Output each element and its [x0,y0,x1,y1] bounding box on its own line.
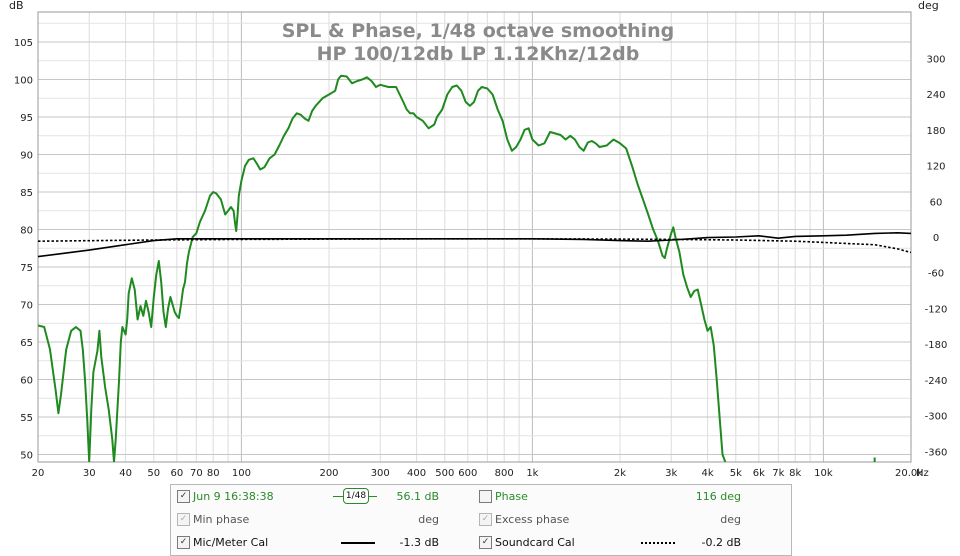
x-tick-label: 70 [190,468,203,479]
mic-cal-value: -1.3 dB [399,536,440,549]
mic-cal-checkbox[interactable]: ✓ [177,536,190,549]
left-tick-label: 75 [20,263,33,274]
left-tick-label: 85 [20,188,33,199]
x-tick-label: 800 [495,468,514,479]
series-line-spl [38,74,727,462]
left-tick-label: 60 [20,376,33,387]
series-line-soundcard-cal [38,238,911,254]
left-tick-label: 55 [20,413,33,424]
soundcard-cal-line-swatch [641,542,675,544]
legend-row-min-phase: ✓ Min phase deg ✓ Excess phase deg [171,508,791,531]
excess-phase-checkbox[interactable]: ✓ [479,513,492,526]
x-tick-label: 20.0k [895,468,923,479]
x-axis: 20 30 40 50 60 70 80 100 200 300 400 500 600 800 1k 2k 3… [32,468,924,479]
min-phase-unit: deg [418,513,439,526]
measurement-value: 56.1 dB [396,490,439,503]
min-phase-checkbox[interactable]: ✓ [177,513,190,526]
phase-value: 116 deg [695,490,741,503]
x-tick-label: 600 [458,468,477,479]
soundcard-cal-value: -0.2 dB [701,536,742,549]
right-tick-label: -60 [928,269,944,280]
left-axis: 105 100 95 90 85 80 75 70 65 60 55 50 [14,38,33,462]
left-tick-label: 80 [20,226,33,237]
right-axis: 300 240 180 120 60 0 -60 -120 -180 -240 -300 -360 [925,54,948,458]
x-tick-label: 100 [232,468,251,479]
x-tick-label: 20 [32,468,45,479]
right-tick-label: 120 [926,162,945,173]
x-tick-label: 2k [614,468,626,479]
right-tick-label: 0 [933,233,939,244]
mic-cal-label: Mic/Meter Cal [193,536,269,549]
x-tick-label: 3k [665,468,677,479]
x-tick-label: 40 [119,468,132,479]
x-tick-label: 7k [772,468,784,479]
x-tick-label: 1k [526,468,538,479]
soundcard-cal-checkbox[interactable]: ✓ [479,536,492,549]
mic-cal-line-swatch [341,542,375,544]
excess-phase-unit: deg [720,513,741,526]
series-layer [38,74,911,462]
x-tick-label: 400 [407,468,426,479]
right-tick-label: -120 [925,304,948,315]
right-tick-label: 180 [926,126,945,137]
x-tick-label: 6k [753,468,765,479]
phase-label: Phase [495,490,528,503]
legend-row-calibration: ✓ Mic/Meter Cal -1.3 dB ✓ Soundcard Cal … [171,531,791,554]
x-tick-label: 5k [730,468,742,479]
right-tick-label: 300 [926,54,945,65]
soundcard-cal-label: Soundcard Cal [495,536,575,549]
left-unit-label: dB [9,0,24,12]
right-tick-label: -360 [925,447,948,458]
left-tick-label: 100 [14,76,33,87]
measurement-checkbox[interactable]: ✓ [177,490,190,503]
x-tick-label: 500 [435,468,454,479]
x-tick-label: 10k [814,468,833,479]
legend-row-measurement: ✓ Jun 9 16:38:38 1/48 56.1 dB Phase 116 … [171,485,791,508]
left-tick-label: 95 [20,113,33,124]
x-tick-label: 30 [83,468,96,479]
series-line-phase [38,232,911,258]
x-tick-label: 4k [702,468,714,479]
excess-phase-label: Excess phase [495,513,570,526]
x-tick-label: 8k [789,468,801,479]
right-tick-label: -300 [925,412,948,423]
x-tick-label: 200 [319,468,338,479]
right-tick-label: -180 [925,340,948,351]
measurement-label: Jun 9 16:38:38 [193,490,274,503]
left-tick-label: 70 [20,301,33,312]
grid [37,12,912,462]
min-phase-label: Min phase [193,513,250,526]
right-unit-label: deg [918,0,939,12]
chart-title: SPL & Phase, 1/48 octave smoothing [282,20,675,42]
x-unit-label: Hz [916,468,929,479]
chart-subtitle: HP 100/12db LP 1.12Khz/12db [317,43,640,65]
x-tick-label: 300 [371,468,390,479]
x-tick-label: 60 [170,468,183,479]
smoothing-badge[interactable]: 1/48 [343,488,369,504]
left-tick-label: 65 [20,338,33,349]
plot-frame [37,11,912,463]
legend-panel: ✓ Jun 9 16:38:38 1/48 56.1 dB Phase 116 … [170,484,792,556]
left-tick-label: 105 [14,38,33,49]
left-tick-label: 50 [20,451,33,462]
right-tick-label: -240 [925,376,948,387]
phase-checkbox[interactable] [479,490,492,503]
left-tick-label: 90 [20,151,33,162]
x-tick-label: 80 [207,468,220,479]
right-tick-label: 240 [926,90,945,101]
x-tick-label: 50 [147,468,160,479]
right-tick-label: 60 [930,197,943,208]
